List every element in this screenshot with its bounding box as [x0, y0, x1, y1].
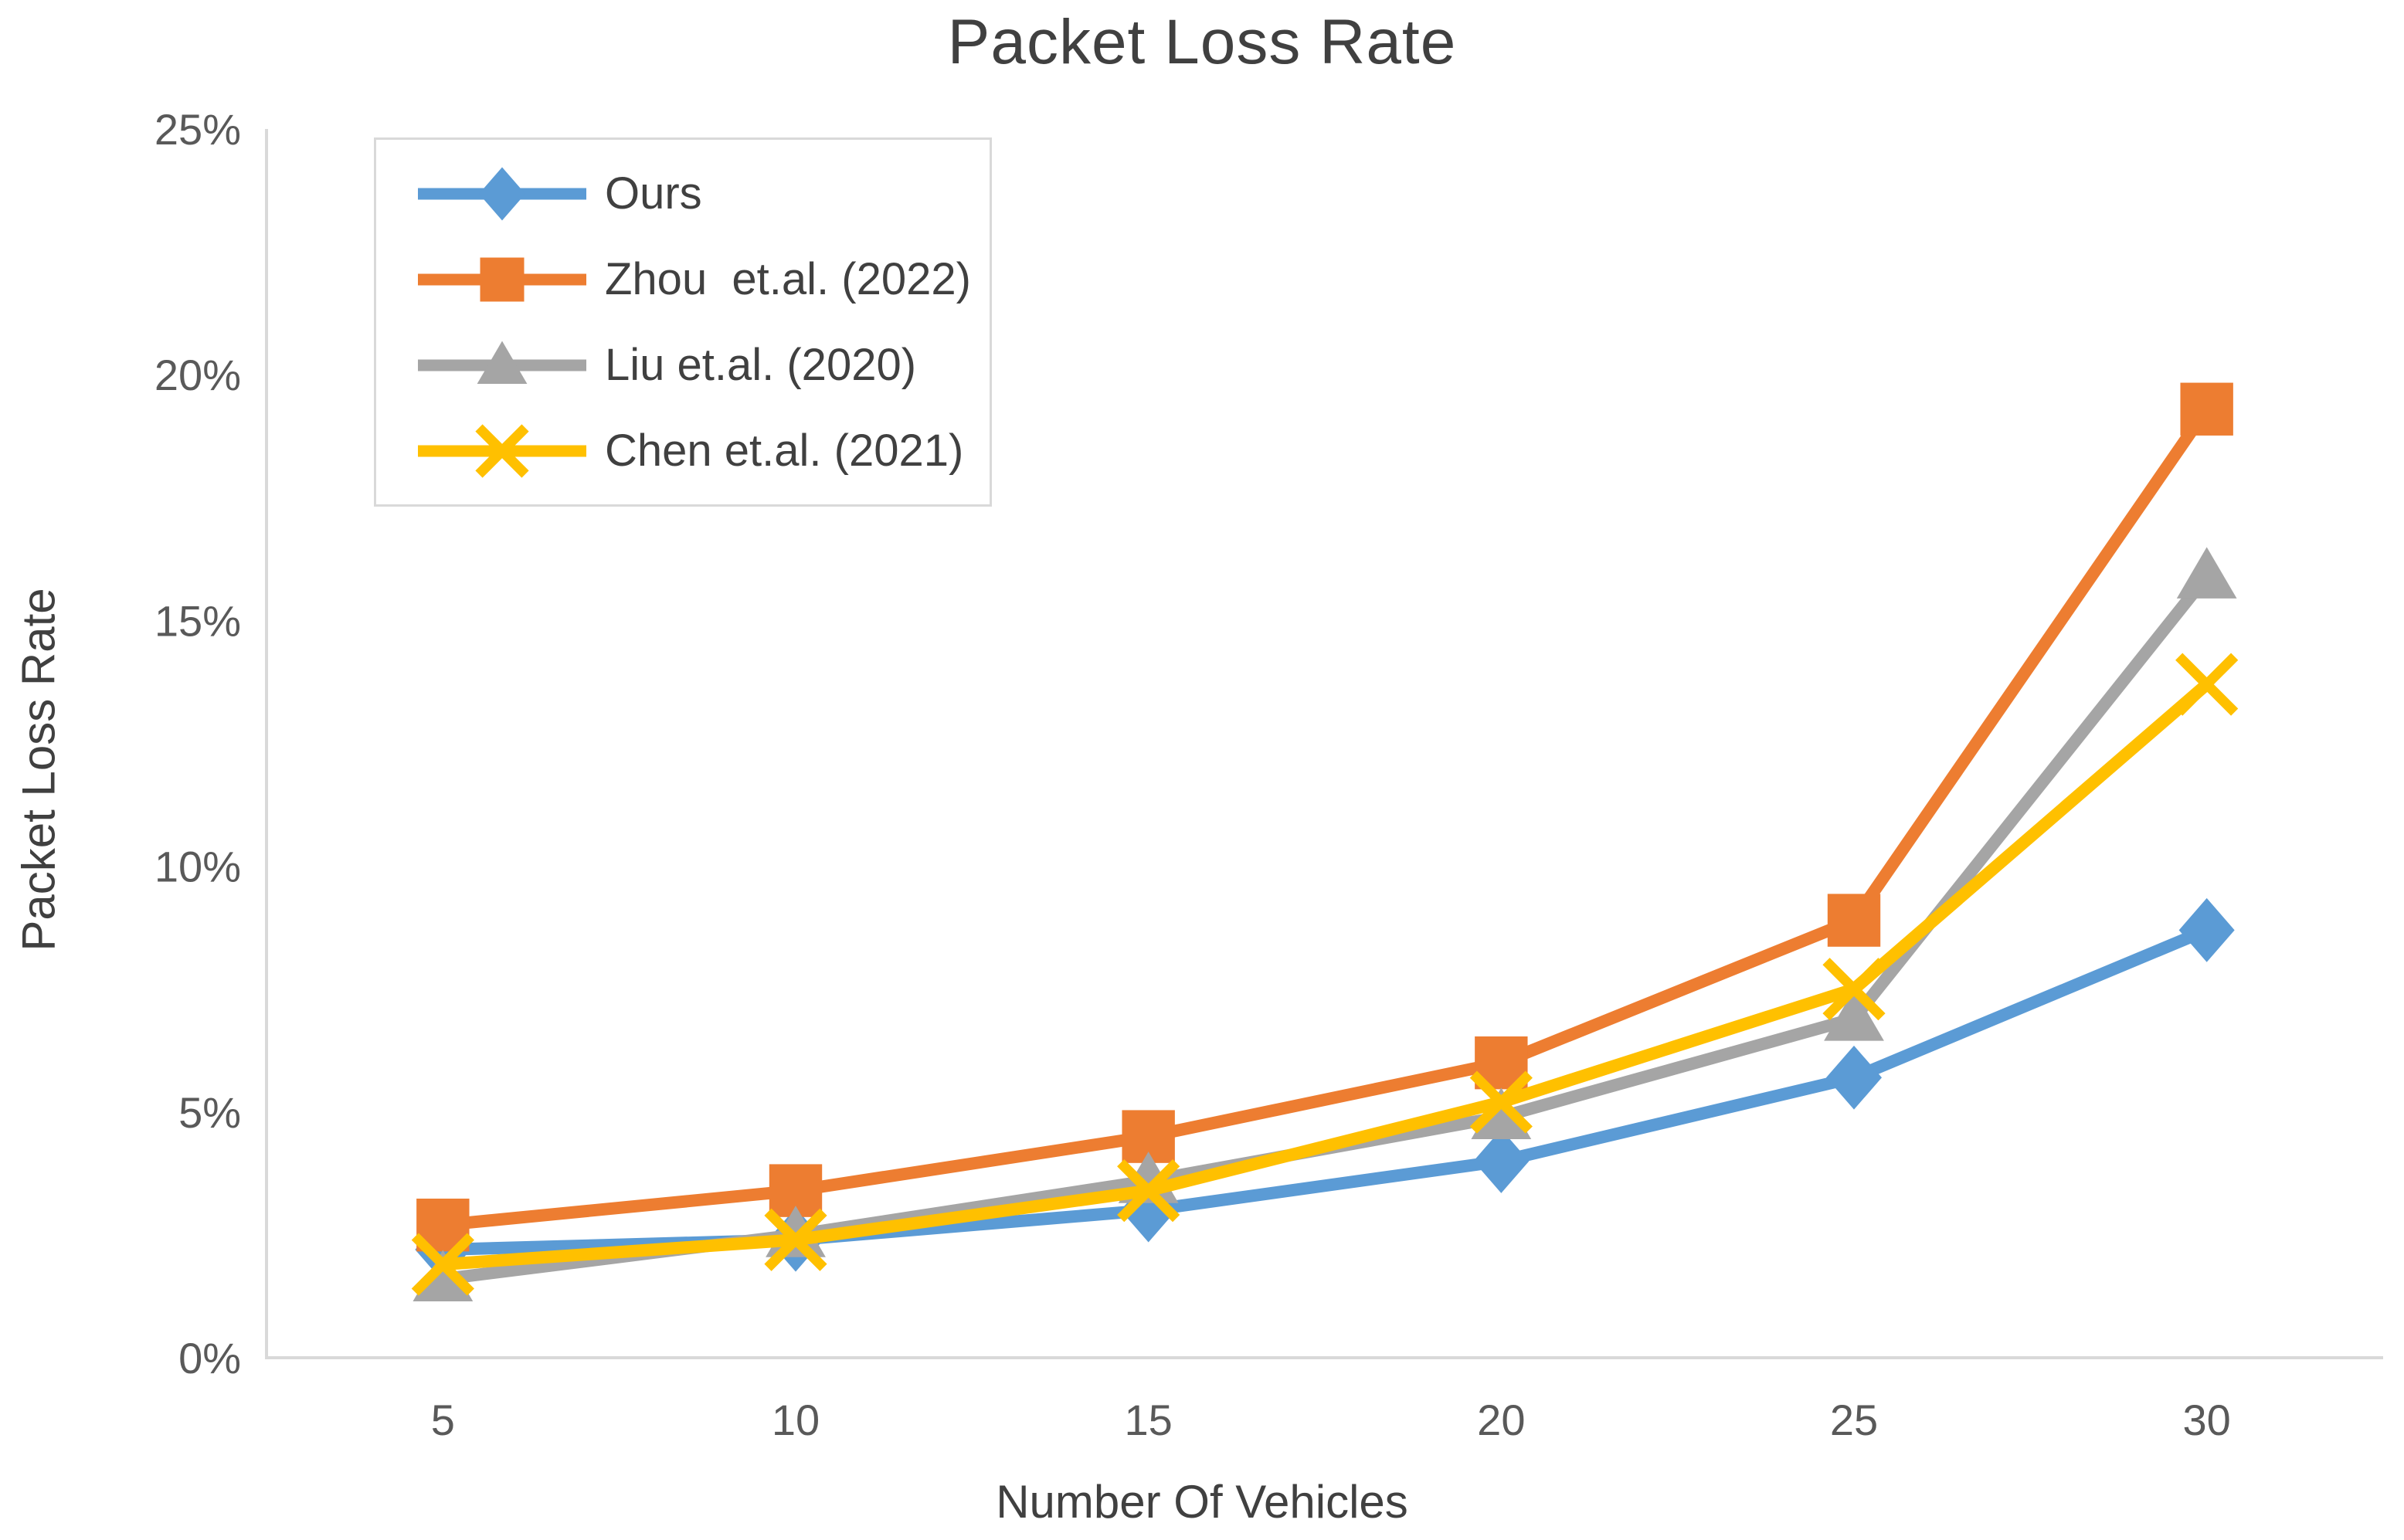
diamond-marker	[1826, 1045, 1882, 1110]
triangle-marker	[1471, 1087, 1532, 1139]
legend-label: Chen et.al. (2021)	[605, 426, 964, 476]
series-chen-et.al.-(2021)	[411, 653, 2239, 1296]
legend-marker-triangle	[418, 341, 586, 384]
triangle-marker	[1824, 989, 1884, 1041]
diamond-marker	[1473, 1129, 1530, 1193]
x-marker	[764, 1208, 827, 1271]
legend-item-liu: Liu et.al. (2020)	[413, 334, 990, 396]
x-tick-label: 30	[2183, 1396, 2231, 1444]
square-marker	[2180, 382, 2233, 436]
x-marker	[411, 1233, 474, 1296]
x-marker	[1117, 1159, 1180, 1223]
legend-item-ours: Ours	[413, 163, 990, 225]
triangle-marker	[477, 341, 528, 384]
legend: Ours Zhou et.al. (2022) Liu et.al. (2020…	[374, 137, 992, 507]
square-marker	[480, 257, 525, 301]
legend-label: Ours	[605, 168, 702, 219]
y-tick-label: 5%	[178, 1088, 241, 1137]
x-axis-title: Number Of Vehicles	[996, 1476, 1408, 1528]
y-tick-label: 0%	[178, 1334, 241, 1382]
legend-item-zhou: Zhou et.al. (2022)	[413, 249, 990, 310]
x-tick-label: 5	[431, 1396, 455, 1444]
diamond-marker	[479, 167, 525, 220]
series-line	[436, 570, 2213, 1286]
axis-lines	[265, 129, 2383, 1359]
triangle-marker	[2176, 547, 2237, 599]
x-marker	[475, 423, 529, 478]
x-tick-label: 20	[1477, 1396, 1525, 1444]
y-tick-label: 20%	[154, 351, 241, 399]
legend-label: Liu et.al. (2020)	[605, 340, 917, 390]
series-line	[436, 402, 2213, 1232]
y-tick-label: 25%	[154, 105, 241, 154]
legend-marker-diamond	[418, 167, 586, 220]
series-ours	[415, 897, 2235, 1282]
series-line	[436, 678, 2213, 1271]
legend-item-chen: Chen et.al. (2021)	[413, 420, 990, 482]
x-tick-label: 15	[1125, 1396, 1173, 1444]
triangle-marker	[413, 1250, 474, 1301]
x-marker	[1469, 1070, 1533, 1134]
x-tick-label: 10	[772, 1396, 820, 1444]
legend-marker-square	[418, 257, 586, 301]
legend-label: Zhou et.al. (2022)	[605, 254, 971, 304]
y-tick-label: 10%	[154, 843, 241, 891]
square-marker	[1827, 894, 1881, 947]
x-marker	[2175, 653, 2239, 716]
chart-title: Packet Loss Rate	[947, 7, 1457, 77]
x-tick-label: 25	[1830, 1396, 1878, 1444]
legend-marker-x	[418, 423, 586, 478]
series-zhou-et.al.-(2022)	[416, 382, 2233, 1252]
diamond-marker	[2178, 897, 2235, 962]
x-marker	[1822, 958, 1886, 1021]
y-tick-label: 15%	[154, 596, 241, 645]
